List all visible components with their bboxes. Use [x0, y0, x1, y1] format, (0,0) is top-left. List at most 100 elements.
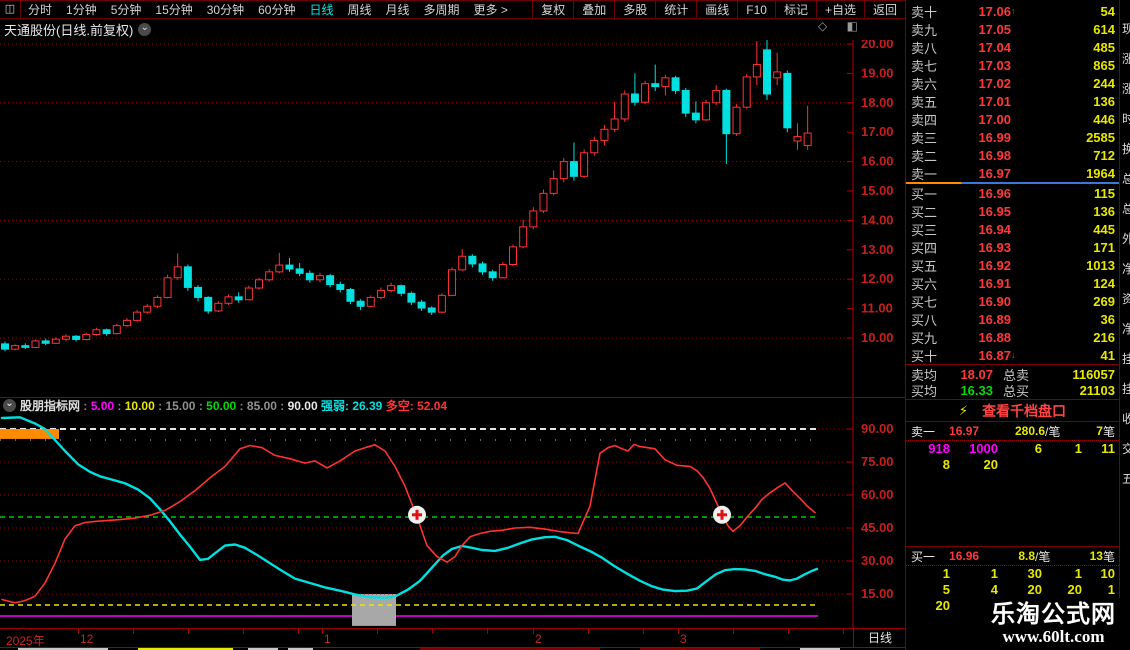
- tab-15分钟[interactable]: 15分钟: [155, 3, 193, 17]
- titlebar-corner-icons[interactable]: ◇ ◧: [818, 19, 866, 33]
- tab-30分钟[interactable]: 30分钟: [206, 3, 245, 17]
- candlestick-chart[interactable]: 20.00 19.00 18.00 17.00 16.00 15.00 14.00 13.00…: [0, 40, 905, 397]
- tab-60分钟[interactable]: 60分钟: [258, 3, 296, 17]
- buy-level-row[interactable]: 买五 16.92 1013: [906, 256, 1119, 274]
- buy-level-row[interactable]: 买六 16.91 124: [906, 274, 1119, 292]
- total-value: 21103: [1079, 382, 1115, 398]
- sell-level-row[interactable]: 卖九 17.05 614: [906, 20, 1119, 38]
- level-volume: 36: [1100, 311, 1115, 327]
- depth-number: 11: [1101, 441, 1115, 456]
- toolbar-button-标记[interactable]: 标记: [774, 1, 816, 18]
- sell-level-row[interactable]: 卖五 17.01 136: [906, 92, 1119, 110]
- candle: [194, 286, 203, 298]
- indicator-tick: 30.00: [861, 553, 894, 568]
- level-label: 买三: [911, 222, 938, 238]
- candle: [458, 255, 467, 271]
- toolbar-button-画线[interactable]: 画线: [696, 1, 737, 18]
- depth-number: 1000: [969, 441, 998, 456]
- level-volume: 485: [1093, 39, 1115, 55]
- sell-level-row[interactable]: 卖二 16.98 712: [906, 146, 1119, 164]
- toolbar-button-统计[interactable]: 统计: [655, 1, 696, 18]
- clipped-char: 五: [1122, 470, 1130, 487]
- buy-level-row[interactable]: 买八 16.89 36: [906, 310, 1119, 328]
- title-bar: 天通股份(日线.前复权) ⌄ ◇ ◧: [0, 19, 905, 40]
- candle: [468, 255, 477, 265]
- watermark-site-name: 乐淘公式网: [991, 601, 1116, 628]
- sell-level-row[interactable]: 卖六 17.02 244: [906, 74, 1119, 92]
- candle: [722, 89, 731, 135]
- depth-quote-link[interactable]: 查看千档盘口: [982, 402, 1067, 419]
- month-label: 2: [535, 632, 542, 646]
- tab-日线[interactable]: 日线: [309, 3, 334, 17]
- level-label: 卖十: [911, 4, 938, 20]
- tab-多周期[interactable]: 多周期: [423, 3, 460, 17]
- depth-price: 16.96: [949, 549, 980, 563]
- depth-number: 1: [1107, 582, 1115, 597]
- buy-level-row[interactable]: 买一 16.96 115: [906, 184, 1119, 202]
- buy-level-row[interactable]: 买二 16.95 136: [906, 202, 1119, 220]
- price-tick: 12.00: [861, 271, 894, 286]
- candle: [183, 266, 192, 288]
- buy-level-row[interactable]: 买十 16.87 ↓ 41: [906, 346, 1119, 364]
- indicator-value: 85.00: [246, 399, 281, 413]
- level-price: 16.95: [978, 203, 1011, 219]
- toolbar-button-F10[interactable]: F10: [737, 1, 775, 18]
- sell-level-row[interactable]: 卖四 17.00 446: [906, 110, 1119, 128]
- level-label: 买七: [911, 294, 938, 310]
- candle: [204, 296, 213, 312]
- depth-number: 20: [1067, 582, 1082, 597]
- tab-更多 >[interactable]: 更多 >: [473, 3, 508, 17]
- buy-level-row[interactable]: 买九 16.88 216: [906, 328, 1119, 346]
- clipped-char: 涨: [1122, 50, 1130, 67]
- buy-level-row[interactable]: 买四 16.93 171: [906, 238, 1119, 256]
- candle: [21, 345, 30, 348]
- candle: [641, 83, 650, 103]
- candle: [702, 102, 711, 121]
- toolbar-button-多股[interactable]: 多股: [614, 1, 655, 18]
- tab-周线[interactable]: 周线: [347, 3, 372, 17]
- depth-number: 6: [1034, 441, 1042, 456]
- window-layout-icon[interactable]: ◫: [0, 1, 21, 18]
- indicator-value: :: [280, 399, 288, 413]
- toolbar-button-返回[interactable]: 返回: [863, 1, 905, 18]
- indicator-value: 10.00: [124, 399, 159, 413]
- indicator-value: 90.00: [287, 399, 321, 413]
- buy-level-row[interactable]: 买三 16.94 445: [906, 220, 1119, 238]
- toolbar-button-叠加[interactable]: 叠加: [573, 1, 614, 18]
- toolbar-button-复权[interactable]: 复权: [532, 1, 573, 18]
- candle: [255, 279, 263, 289]
- sell-level-row[interactable]: 卖三 16.99 2585: [906, 128, 1119, 146]
- sell-level-row[interactable]: 卖七 17.03 865: [906, 56, 1119, 74]
- sell-level-row[interactable]: 卖十 17.06 ↑ 54: [906, 2, 1119, 20]
- tab-月线[interactable]: 月线: [385, 3, 410, 17]
- clipped-char: 交: [1122, 440, 1130, 457]
- chevron-down-icon[interactable]: ⌄: [138, 23, 152, 36]
- sell-level-row[interactable]: 卖一 16.97 1964: [906, 164, 1119, 182]
- tab-5分钟[interactable]: 5分钟: [110, 3, 142, 17]
- depth-count-unit: 笔: [1102, 424, 1115, 439]
- date-axis[interactable]: 2025年 12 1 2 3 日线: [0, 628, 905, 648]
- tab-分时[interactable]: 分时: [28, 3, 53, 17]
- indicator-value: :: [198, 399, 207, 413]
- sell-level-row[interactable]: 卖八 17.04 485: [906, 38, 1119, 56]
- indicator-chart[interactable]: 90.00 75.00 60.00 45.00 30.00 15.00: [0, 397, 905, 629]
- clipped-char: 净: [1122, 260, 1130, 277]
- level-label: 卖五: [911, 94, 938, 110]
- chevron-down-icon[interactable]: ⌄: [3, 399, 16, 412]
- depth-number-row: 1 1 30 1 10: [906, 566, 1119, 582]
- tab-1分钟[interactable]: 1分钟: [66, 3, 97, 17]
- candle: [763, 49, 771, 95]
- candle: [519, 226, 528, 248]
- toolbar-button-+自选[interactable]: +自选: [815, 1, 864, 18]
- date-tick: [298, 629, 299, 634]
- depth-quote-header[interactable]: ⚡ 查看千档盘口: [906, 400, 1119, 422]
- candle: [92, 329, 101, 335]
- level-label: 卖七: [911, 58, 938, 74]
- indicator-value: :: [83, 399, 91, 413]
- level-price: 16.93: [978, 239, 1011, 255]
- candle: [712, 89, 721, 104]
- indicator-tick: 90.00: [861, 421, 894, 436]
- buy-level-row[interactable]: 买七 16.90 269: [906, 292, 1119, 310]
- date-tick: [78, 629, 79, 634]
- date-tick: [243, 629, 244, 634]
